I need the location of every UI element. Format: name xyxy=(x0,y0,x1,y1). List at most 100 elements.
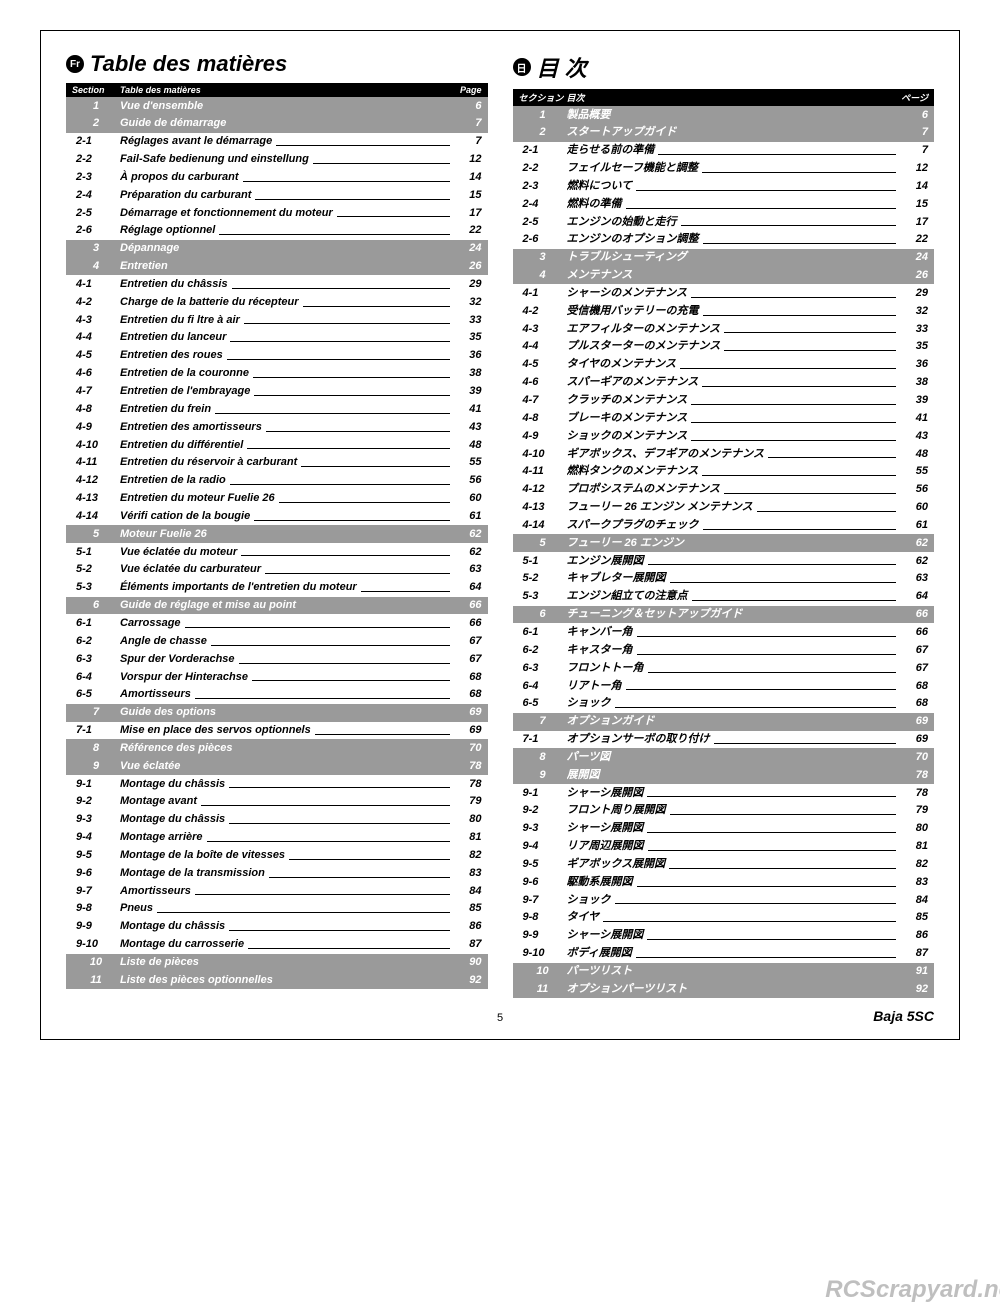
toc-item-row: 2-2Fail-Safe bedienung und einstellung12 xyxy=(66,151,488,169)
toc-item-row: 6-2Angle de chasse67 xyxy=(66,632,488,650)
row-page-number: 43 xyxy=(450,420,482,435)
row-section-number: 9-2 xyxy=(519,803,567,818)
toc-item-row: 5-3エンジン組立ての注意点64 xyxy=(513,588,935,606)
row-title: ショック xyxy=(567,893,897,908)
row-page-number: 32 xyxy=(896,304,928,319)
toc-section-row: 8Référence des pièces70 xyxy=(66,739,488,757)
row-page-number: 62 xyxy=(450,527,482,542)
row-page-number: 7 xyxy=(896,143,928,158)
row-title: 駆動系展開図 xyxy=(567,875,897,890)
row-page-number: 55 xyxy=(896,464,928,479)
row-section-number: 5 xyxy=(519,536,567,551)
row-section-number: 1 xyxy=(72,99,120,114)
row-title: フューリー 26 エンジン メンテナンス xyxy=(567,500,897,515)
row-title: Mise en place des servos optionnels xyxy=(120,723,450,738)
toc-item-row: 6-5ショック68 xyxy=(513,695,935,713)
toc-item-row: 4-8Entretien du frein41 xyxy=(66,400,488,418)
watermark: RCScrapyard.net xyxy=(825,1276,1000,1304)
row-title: リア周辺展開図 xyxy=(567,839,897,854)
row-title: シャーシ展開図 xyxy=(567,786,897,801)
page-frame: FrTable des matièresSectionTable des mat… xyxy=(40,30,960,1040)
toc-item-row: 2-6Réglage optionnel22 xyxy=(66,222,488,240)
toc-item-row: 9-6Montage de la transmission83 xyxy=(66,864,488,882)
row-section-number: 4-14 xyxy=(72,509,120,524)
row-section-number: 2-6 xyxy=(519,232,567,247)
toc-item-row: 9-1シャーシ展開図78 xyxy=(513,784,935,802)
row-section-number: 4-1 xyxy=(72,277,120,292)
row-page-number: 39 xyxy=(896,393,928,408)
toc-item-row: 9-5ギアボックス展開図82 xyxy=(513,855,935,873)
header-page: ページ xyxy=(896,91,928,104)
row-section-number: 2-4 xyxy=(72,188,120,203)
row-section-number: 6-3 xyxy=(519,661,567,676)
row-title: 燃料について xyxy=(567,179,897,194)
row-section-number: 2-2 xyxy=(72,152,120,167)
toc-item-row: 4-5Entretien des roues36 xyxy=(66,347,488,365)
row-section-number: 4-5 xyxy=(72,348,120,363)
row-title: Montage de la transmission xyxy=(120,866,450,881)
row-page-number: 43 xyxy=(896,429,928,444)
row-page-number: 55 xyxy=(450,455,482,470)
row-title: プロポシステムのメンテナンス xyxy=(567,482,897,497)
toc-item-row: 6-4Vorspur der Hinterachse68 xyxy=(66,668,488,686)
row-section-number: 5-3 xyxy=(519,589,567,604)
toc-item-row: 9-6駆動系展開図83 xyxy=(513,873,935,891)
row-section-number: 5-2 xyxy=(72,562,120,577)
row-title: Fail-Safe bedienung und einstellung xyxy=(120,152,450,167)
row-page-number: 36 xyxy=(450,348,482,363)
row-title: Vorspur der Hinterachse xyxy=(120,670,450,685)
row-section-number: 5-2 xyxy=(519,571,567,586)
row-title: Entretien du châssis xyxy=(120,277,450,292)
row-title: ショックのメンテナンス xyxy=(567,429,897,444)
row-title: 燃料の準備 xyxy=(567,197,897,212)
toc-item-row: 4-14Vérifi cation de la bougie61 xyxy=(66,507,488,525)
row-page-number: 70 xyxy=(450,741,482,756)
row-title: Entretien des amortisseurs xyxy=(120,420,450,435)
row-title: ギアボックス展開図 xyxy=(567,857,897,872)
toc-section-row: 2Guide de démarrage7 xyxy=(66,115,488,133)
row-section-number: 9-1 xyxy=(72,777,120,792)
row-title: キャブレター展開図 xyxy=(567,571,897,586)
toc-item-row: 4-12プロポシステムのメンテナンス56 xyxy=(513,481,935,499)
row-title: 走らせる前の準備 xyxy=(567,143,897,158)
toc-item-row: 9-2Montage avant79 xyxy=(66,793,488,811)
row-section-number: 2-3 xyxy=(72,170,120,185)
row-title: ショック xyxy=(567,696,897,711)
row-page-number: 12 xyxy=(450,152,482,167)
row-title: タイヤのメンテナンス xyxy=(567,357,897,372)
row-page-number: 68 xyxy=(896,696,928,711)
row-title: ブレーキのメンテナンス xyxy=(567,411,897,426)
row-title: Entretien du différentiel xyxy=(120,438,450,453)
header-section: Section xyxy=(72,85,120,95)
toc-item-row: 6-3フロントトー角67 xyxy=(513,659,935,677)
row-section-number: 2-5 xyxy=(72,206,120,221)
row-title: Dépannage xyxy=(120,241,450,256)
toc-item-row: 9-4リア周辺展開図81 xyxy=(513,838,935,856)
toc-item-row: 4-6スパーギアのメンテナンス38 xyxy=(513,374,935,392)
row-title: メンテナンス xyxy=(567,268,897,283)
toc-section-row: 11Liste des pièces optionnelles92 xyxy=(66,971,488,989)
toc-item-row: 7-1オプションサーボの取り付け69 xyxy=(513,731,935,749)
row-title: チューニング＆セットアップガイド xyxy=(567,607,897,622)
row-page-number: 69 xyxy=(896,714,928,729)
row-title: スパークプラグのチェック xyxy=(567,518,897,533)
row-section-number: 4-1 xyxy=(519,286,567,301)
toc-header-bar: セクション目次ページ xyxy=(513,89,935,106)
toc-item-row: 9-3Montage du châssis80 xyxy=(66,811,488,829)
toc-section-row: 9Vue éclatée78 xyxy=(66,757,488,775)
row-section-number: 2-6 xyxy=(72,223,120,238)
toc-item-row: 4-10ギアボックス、デフギアのメンテナンス48 xyxy=(513,445,935,463)
row-section-number: 4-7 xyxy=(72,384,120,399)
toc-item-row: 4-13フューリー 26 エンジン メンテナンス60 xyxy=(513,499,935,517)
row-section-number: 9-7 xyxy=(519,893,567,908)
row-title: Entretien du réservoir à carburant xyxy=(120,455,450,470)
row-title: Entretien de l'embrayage xyxy=(120,384,450,399)
toc-item-row: 4-13Entretien du moteur Fuelie 2660 xyxy=(66,490,488,508)
toc-title: 日目 次 xyxy=(513,51,935,83)
toc-section-row: 4Entretien26 xyxy=(66,258,488,276)
row-title: Angle de chasse xyxy=(120,634,450,649)
row-page-number: 60 xyxy=(896,500,928,515)
row-title: Entretien du fi ltre à air xyxy=(120,313,450,328)
row-title: Liste de pièces xyxy=(120,955,450,970)
row-title: エンジンのオプション調整 xyxy=(567,232,897,247)
